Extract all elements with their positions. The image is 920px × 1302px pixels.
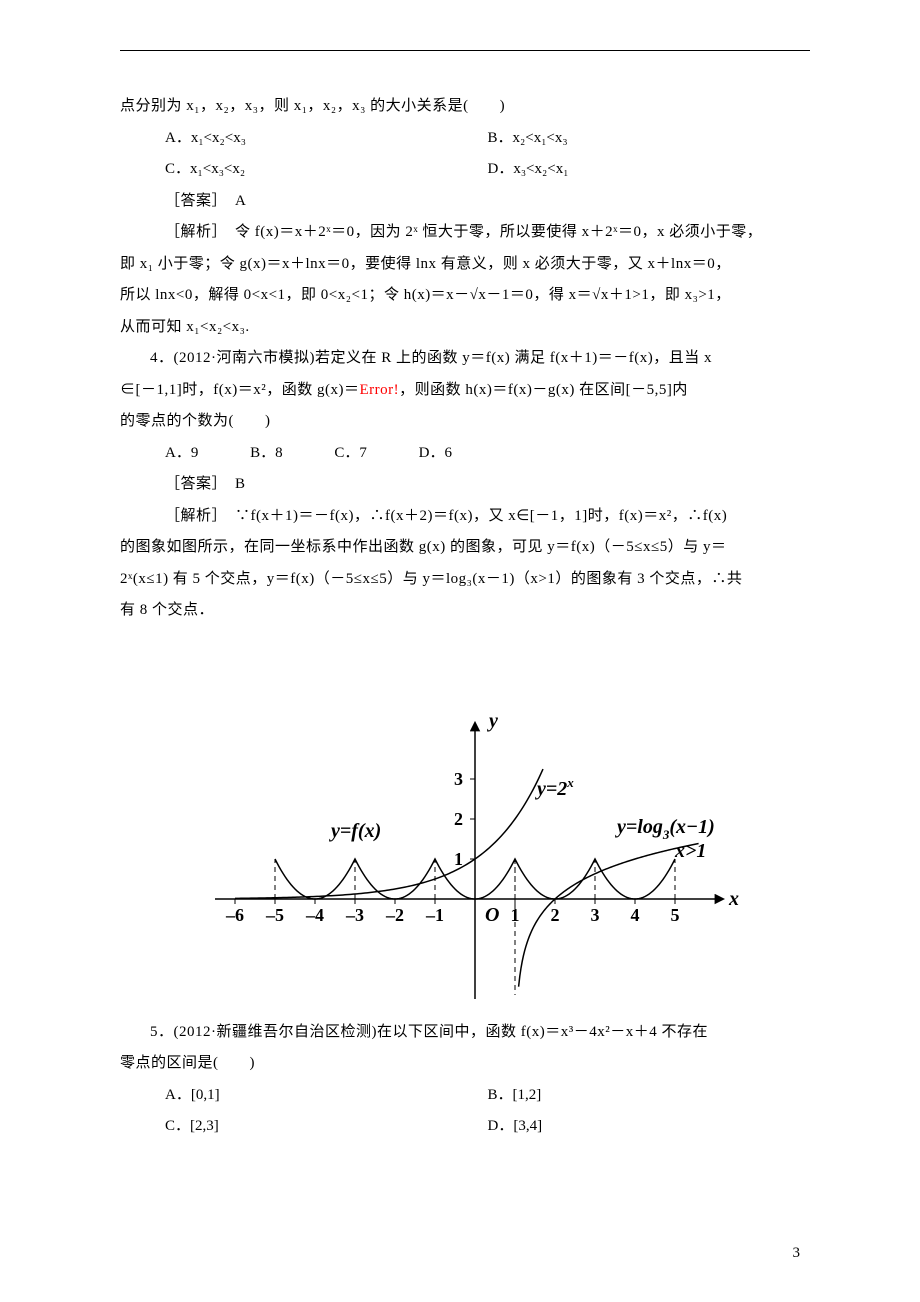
- q3-analysis-l3: 所以 lnx<0，解得 0<x<1，即 0<x₂<1；令 h(x)＝x－√x－1…: [120, 280, 810, 312]
- svg-text:y: y: [487, 710, 498, 732]
- q4-choice-d: D．6: [419, 445, 452, 461]
- svg-text:O: O: [485, 904, 499, 926]
- q5-choices-row2: C．[2,3] D．[3,4]: [120, 1111, 810, 1143]
- q3-analysis-l2: 即 x₁ 小于零；令 g(x)＝x＋lnx＝0，要使得 lnx 有意义，则 x …: [120, 249, 810, 281]
- q4-choice-a: A．9: [165, 445, 198, 461]
- q4-stem-l2b: ，则函数 h(x)＝f(x)－g(x) 在区间[－5,5]内: [399, 382, 688, 398]
- q5-stem-l2: 零点的区间是( ): [120, 1048, 810, 1080]
- q4-error-text: Error!: [359, 382, 399, 398]
- page-number: 3: [793, 1245, 801, 1262]
- q4-stem-l3: 的零点的个数为( ): [120, 406, 810, 438]
- page: 点分别为 x₁，x₂，x₃，则 x₁，x₂，x₃ 的大小关系是( ) A．x₁<…: [0, 0, 920, 1302]
- q4-choice-b: B．8: [250, 445, 283, 461]
- svg-text:3: 3: [591, 905, 600, 925]
- q3-choice-d: D．x₃<x₂<x₁: [488, 154, 811, 186]
- q5-stem-l1: 5．(2012·新疆维吾尔自治区检测)在以下区间中，函数 f(x)＝x³－4x²…: [120, 1017, 810, 1049]
- q4-choices: A．9 B．8 C．7 D．6: [120, 438, 810, 470]
- q3-choice-a: A．x₁<x₂<x₃: [120, 123, 488, 155]
- q3-analysis-l4: 从而可知 x₁<x₂<x₃.: [120, 312, 810, 344]
- svg-text:2: 2: [454, 809, 463, 829]
- q4-answer: ［答案］ B: [120, 469, 810, 501]
- svg-text:1: 1: [454, 849, 463, 869]
- svg-text:y=f(x): y=f(x): [329, 820, 381, 842]
- svg-text:–6: –6: [225, 905, 244, 925]
- q3-choice-c: C．x₁<x₃<x₂: [120, 154, 488, 186]
- figure-svg: –6–5–4–3–2–112345123Oyxy=f(x)y=2xy=log3(…: [185, 639, 745, 999]
- q5-choice-c: C．[2,3]: [120, 1111, 488, 1143]
- q3-analysis-l1: ［解析］ 令 f(x)＝x＋2ˣ＝0，因为 2ˣ 恒大于零，所以要使得 x＋2ˣ…: [120, 217, 810, 249]
- svg-text:–1: –1: [425, 905, 444, 925]
- q4-choice-c: C．7: [334, 445, 367, 461]
- figure: –6–5–4–3–2–112345123Oyxy=f(x)y=2xy=log3(…: [185, 639, 745, 999]
- q5-choices-row1: A．[0,1] B．[1,2]: [120, 1080, 810, 1112]
- q3-choices-row2: C．x₁<x₃<x₂ D．x₃<x₂<x₁: [120, 154, 810, 186]
- svg-text:–2: –2: [385, 905, 404, 925]
- q5-choice-d: D．[3,4]: [488, 1111, 811, 1143]
- svg-text:4: 4: [631, 905, 640, 925]
- top-rule: [120, 50, 810, 51]
- q3-intro: 点分别为 x₁，x₂，x₃，则 x₁，x₂，x₃ 的大小关系是( ): [120, 91, 810, 123]
- q3-choice-b: B．x₂<x₁<x₃: [488, 123, 811, 155]
- q4-stem-l2a: ∈[－1,1]时，f(x)＝x²，函数 g(x)＝: [120, 382, 359, 398]
- q3-choices-row1: A．x₁<x₂<x₃ B．x₂<x₁<x₃: [120, 123, 810, 155]
- svg-text:3: 3: [454, 769, 463, 789]
- q4-stem-l2: ∈[－1,1]时，f(x)＝x²，函数 g(x)＝Error!，则函数 h(x)…: [120, 375, 810, 407]
- svg-text:y=2x: y=2x: [535, 775, 574, 800]
- q4-analysis-l1: ［解析］ ∵f(x＋1)＝－f(x)，∴f(x＋2)＝f(x)，又 x∈[－1，…: [120, 501, 810, 533]
- svg-text:–4: –4: [305, 905, 324, 925]
- q4-analysis-l2: 的图象如图所示，在同一坐标系中作出函数 g(x) 的图象，可见 y＝f(x)（－…: [120, 532, 810, 564]
- q5-choice-a: A．[0,1]: [120, 1080, 488, 1112]
- svg-text:y=log3(x−1): y=log3(x−1): [615, 816, 715, 842]
- svg-text:2: 2: [551, 905, 560, 925]
- q5-choice-b: B．[1,2]: [488, 1080, 811, 1112]
- q4-analysis-l3: 2ˣ(x≤1) 有 5 个交点，y＝f(x)（－5≤x≤5）与 y＝log₃(x…: [120, 564, 810, 596]
- q3-answer: ［答案］ A: [120, 186, 810, 218]
- svg-text:x>1: x>1: [674, 840, 706, 862]
- svg-text:–5: –5: [265, 905, 284, 925]
- svg-text:5: 5: [671, 905, 680, 925]
- svg-text:–3: –3: [345, 905, 364, 925]
- svg-text:x: x: [728, 888, 739, 910]
- q4-stem-l1: 4．(2012·河南六市模拟)若定义在 R 上的函数 y＝f(x) 满足 f(x…: [120, 343, 810, 375]
- q4-analysis-l4: 有 8 个交点．: [120, 595, 810, 627]
